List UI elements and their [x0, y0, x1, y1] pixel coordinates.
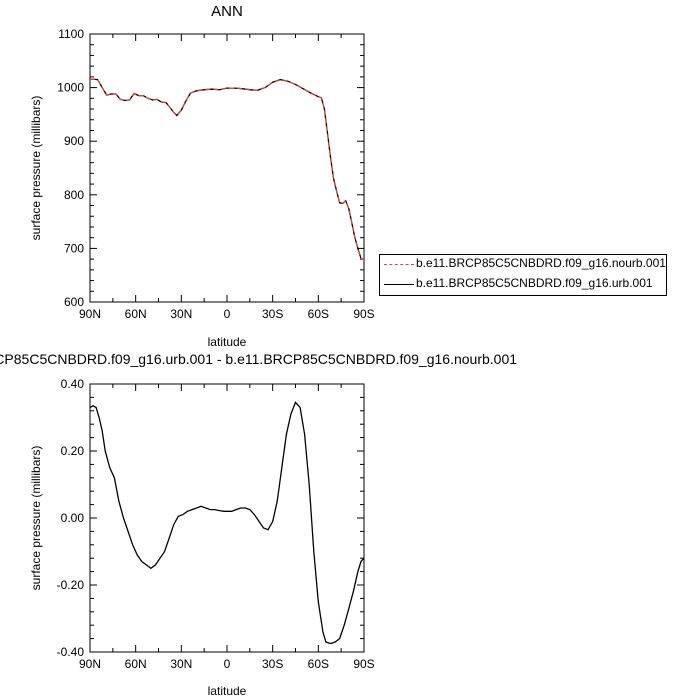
- legend-entry-nourb: b.e11.BRCP85C5CNBDRD.f09_g16.nourb.001: [380, 255, 668, 275]
- y-tick-label: 800: [64, 188, 84, 202]
- x-tick-label: 60N: [125, 307, 147, 321]
- top-x-axis-label: latitude: [208, 335, 247, 349]
- y-tick-label: -0.40: [57, 645, 85, 659]
- top-chart-title: ANN: [211, 3, 243, 20]
- y-tick-label: 0.00: [61, 511, 85, 525]
- legend: b.e11.BRCP85C5CNBDRD.f09_g16.nourb.001 b…: [379, 254, 667, 296]
- bottom-chart-title: b.e11.BRCP85C5CNBDRD.f09_g16.urb.001 - b…: [0, 351, 517, 367]
- bottom-plot-frame: [89, 383, 365, 653]
- series-line-nourb: [89, 78, 365, 260]
- series-line-difference: [89, 401, 365, 645]
- x-tick-label: 30S: [262, 657, 283, 671]
- x-tick-label: 30N: [170, 657, 192, 671]
- x-tick-label: 60S: [308, 657, 329, 671]
- legend-label-nourb: b.e11.BRCP85C5CNBDRD.f09_g16.nourb.001: [416, 256, 666, 270]
- y-tick-label: 1100: [58, 27, 84, 41]
- bottom-axes: 90N 60N 30N 0 30S 60S 90S -0.40 -0.20 0.00 0.20 0.4…: [57, 377, 375, 671]
- y-tick-label: 700: [64, 241, 84, 255]
- y-tick-label: 0.20: [61, 444, 85, 458]
- legend-swatch-solid: [384, 284, 414, 285]
- y-tick-label: -0.20: [57, 578, 85, 592]
- bottom-y-axis-label: surface pressure (millibars): [29, 446, 43, 591]
- x-tick-label: 60N: [125, 657, 147, 671]
- legend-swatch-dashed: [384, 264, 414, 265]
- bottom-x-axis-label: latitude: [208, 684, 247, 698]
- x-tick-label: 30S: [262, 307, 283, 321]
- x-tick-label: 30N: [170, 307, 192, 321]
- x-tick-label: 90N: [79, 307, 101, 321]
- top-axes: 90N 60N 30N 0 30S 60S 90S 600 700 800 900 1000 1100: [57, 27, 374, 321]
- x-tick-label: 90S: [353, 307, 374, 321]
- x-tick-label: 90N: [79, 657, 101, 671]
- y-tick-label: 1000: [57, 81, 84, 95]
- top-series-layer: [89, 78, 365, 260]
- legend-entry-urb: b.e11.BRCP85C5CNBDRD.f09_g16.urb.001: [380, 275, 668, 295]
- x-tick-label: 60S: [308, 307, 329, 321]
- y-tick-label: 0.40: [61, 377, 85, 391]
- x-tick-label: 90S: [353, 657, 374, 671]
- top-panel: ANN 90N 60N 30N 0 30S 60S 90S 600 700 800 900 1000 1…: [29, 3, 375, 349]
- series-line-urb: [89, 78, 365, 260]
- top-y-axis-label: surface pressure (millibars): [29, 96, 43, 241]
- y-tick-label: 900: [64, 134, 84, 148]
- x-tick-label: 0: [224, 657, 231, 671]
- x-tick-label: 0: [224, 307, 231, 321]
- top-plot-frame: [89, 33, 365, 303]
- bottom-series-layer: [89, 401, 365, 645]
- legend-label-urb: b.e11.BRCP85C5CNBDRD.f09_g16.urb.001: [416, 276, 653, 290]
- y-tick-label: 600: [64, 295, 84, 309]
- bottom-panel: b.e11.BRCP85C5CNBDRD.f09_g16.urb.001 - b…: [0, 351, 517, 698]
